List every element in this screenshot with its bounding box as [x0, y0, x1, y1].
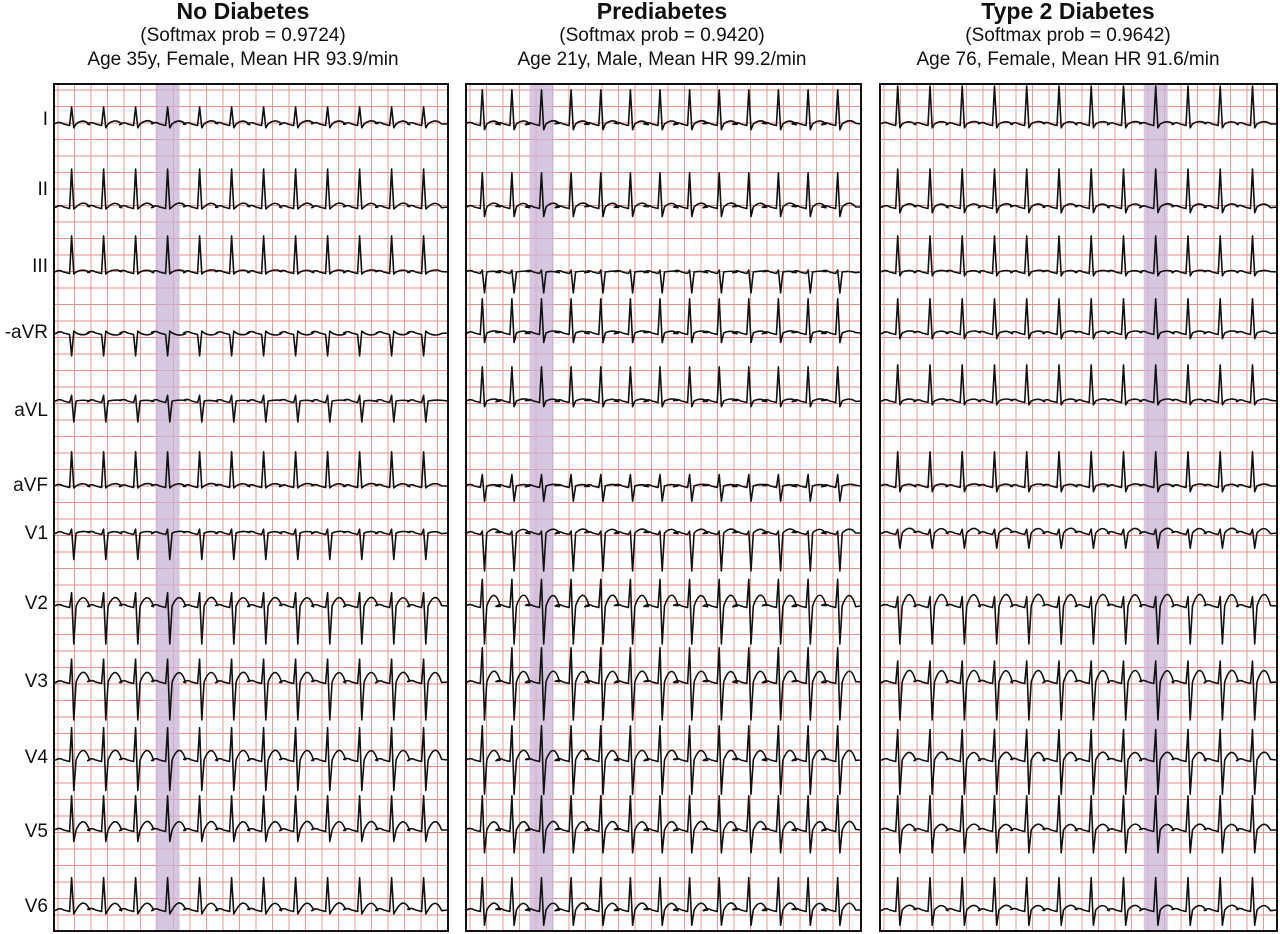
ecg-trace-v3: [880, 660, 1277, 721]
ecg-trace-i: [54, 106, 448, 129]
panel-title: Prediabetes: [596, 0, 728, 24]
ecg-trace-iii: [54, 235, 448, 275]
ecg-trace-avf: [880, 451, 1277, 493]
panel-title: No Diabetes: [176, 0, 310, 24]
panel-frame: [53, 83, 449, 932]
ecg-trace-neg-avr: [54, 330, 448, 357]
ecg-trace-v6: [880, 876, 1277, 926]
ecg-trace-v1: [466, 528, 861, 572]
panel-softmax: (Softmax prob = 0.9642): [965, 25, 1171, 46]
lead-label-avf: aVF: [13, 475, 48, 496]
ecg-trace-v5: [466, 795, 861, 854]
lead-label-v3: V3: [24, 671, 48, 692]
panel-info: Age 21y, Male, Mean HR 99.2/min: [517, 49, 807, 70]
ecg-trace-avf: [466, 473, 861, 502]
lead-label-i: I: [42, 109, 48, 130]
panel-header-no-diabetes: No Diabetes (Softmax prob = 0.9724) Age …: [43, 0, 443, 72]
ecg-trace-i: [880, 85, 1277, 129]
ecg-trace-ii: [466, 172, 861, 218]
lead-label-v1: V1: [24, 523, 48, 544]
ecg-trace-avl: [466, 366, 861, 408]
ecg-trace-v1: [880, 527, 1277, 549]
ecg-trace-v5: [880, 795, 1277, 854]
ecg-trace-avf: [54, 451, 448, 489]
ecg-trace-v4: [466, 725, 861, 795]
ecg-trace-v2: [880, 593, 1277, 645]
ecg-grid: [54, 84, 448, 931]
ecg-panel-type2-diabetes: [879, 83, 1278, 932]
panel-header-type2-diabetes: Type 2 Diabetes (Softmax prob = 0.9642) …: [868, 0, 1268, 72]
ecg-trace-neg-avr: [880, 298, 1277, 340]
ecg-trace-v2: [54, 591, 448, 645]
lead-label-avr: -aVR: [4, 322, 48, 343]
ecg-trace-ii: [54, 168, 448, 210]
ecg-grid: [880, 84, 1277, 931]
panel-frame: [465, 83, 862, 932]
panel-frame: [879, 83, 1278, 932]
lead-label-avl: aVL: [14, 400, 48, 421]
ecg-trace-avl: [880, 364, 1277, 406]
panel-softmax: (Softmax prob = 0.9420): [559, 25, 765, 46]
lead-label-v2: V2: [24, 593, 48, 614]
highlight-band: [155, 84, 180, 931]
ecg-trace-v5: [54, 795, 448, 843]
ecg-trace-v4: [880, 728, 1277, 795]
lead-label-v5: V5: [24, 821, 48, 842]
ecg-trace-v6: [466, 876, 861, 926]
panel-info: Age 76, Female, Mean HR 91.6/min: [916, 49, 1220, 70]
panel-softmax: (Softmax prob = 0.9724): [140, 25, 346, 46]
highlight-band: [529, 84, 554, 931]
lead-label-v4: V4: [24, 747, 48, 768]
panel-header-prediabetes: Prediabetes (Softmax prob = 0.9420) Age …: [462, 0, 862, 72]
lead-label-iii: III: [32, 256, 48, 277]
ecg-trace-iii: [880, 235, 1277, 277]
ecg-panel-no-diabetes: [53, 83, 449, 932]
ecg-trace-v2: [466, 578, 861, 645]
ecg-trace-ii: [880, 168, 1277, 214]
panel-info: Age 35y, Female, Mean HR 93.9/min: [87, 49, 399, 70]
ecg-trace-v4: [54, 726, 448, 792]
ecg-trace-neg-avr: [466, 298, 861, 344]
ecg-trace-avl: [54, 394, 448, 423]
lead-label-v6: V6: [24, 896, 48, 917]
ecg-trace-iii: [466, 269, 861, 294]
panel-title: Type 2 Diabetes: [981, 0, 1155, 24]
ecg-trace-v1: [54, 528, 448, 561]
highlight-band: [1143, 84, 1168, 931]
lead-label-ii: II: [37, 179, 48, 200]
ecg-panel-prediabetes: [465, 83, 862, 932]
ecg-trace-v3: [466, 647, 861, 721]
ecg-trace-v6: [54, 876, 448, 915]
ecg-trace-i: [466, 89, 861, 131]
ecg-trace-v3: [54, 658, 448, 721]
